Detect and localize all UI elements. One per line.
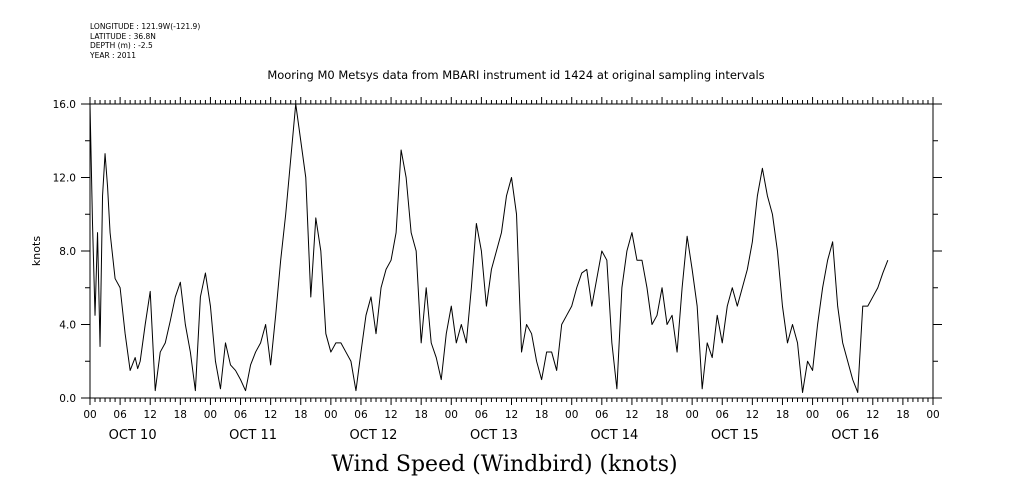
x-tick-label: 12 — [625, 409, 638, 421]
day-label: OCT 14 — [590, 428, 638, 443]
x-tick-label: 18 — [776, 409, 789, 421]
latitude-text: LATITUDE : 36.8N — [90, 31, 156, 41]
x-tick-label: 12 — [746, 409, 759, 421]
x-tick-label: 12 — [505, 409, 518, 421]
y-tick-label: 8.0 — [59, 246, 76, 258]
x-tick-label: 18 — [414, 409, 427, 421]
x-tick-label: 12 — [264, 409, 277, 421]
y-tick-label: 4.0 — [59, 320, 76, 332]
x-tick-label: 00 — [926, 409, 939, 421]
x-tick-label: 18 — [174, 409, 187, 421]
x-tick-label: 00 — [324, 409, 337, 421]
x-tick-label: 12 — [866, 409, 879, 421]
x-tick-label: 18 — [294, 409, 307, 421]
y-tick-label: 0.0 — [59, 393, 76, 405]
tick-marks — [81, 97, 942, 405]
y-axis-label: knots — [30, 236, 43, 266]
series-line-wind-speed — [89, 103, 889, 393]
x-tick-label: 00 — [565, 409, 578, 421]
axis-labels: 00 06 12 18 00 06 12 18 00 06 12 18 00 06 12 18 00 06 12 18… — [53, 99, 940, 443]
x-tick-label: 00 — [445, 409, 458, 421]
x-tick-label: 12 — [144, 409, 157, 421]
x-tick-label: 06 — [475, 409, 489, 421]
footer-title: Wind Speed (Windbird) (knots) — [331, 452, 678, 477]
day-label: OCT 13 — [470, 428, 518, 443]
day-label: OCT 10 — [109, 428, 157, 443]
x-tick-label: 06 — [836, 409, 850, 421]
metadata-block: LONGITUDE : 121.9W(-121.9) LATITUDE : 36… — [90, 22, 200, 60]
x-tick-label: 06 — [113, 409, 127, 421]
x-tick-label: 06 — [354, 409, 368, 421]
y-tick-label: 16.0 — [53, 99, 76, 111]
plot-frame — [89, 103, 934, 399]
x-tick-label: 00 — [685, 409, 698, 421]
x-tick-label: 06 — [595, 409, 609, 421]
year-text: YEAR : 2011 — [90, 50, 137, 60]
x-tick-label: 00 — [806, 409, 819, 421]
x-tick-label: 18 — [655, 409, 668, 421]
x-tick-label: 00 — [204, 409, 217, 421]
y-tick-label: 12.0 — [53, 173, 76, 185]
depth-text: DEPTH (m) : -2.5 — [90, 41, 153, 50]
day-label: OCT 15 — [711, 428, 759, 443]
day-label: OCT 16 — [831, 428, 879, 443]
x-tick-label: 18 — [896, 409, 909, 421]
day-label: OCT 12 — [350, 428, 398, 443]
day-label: OCT 11 — [229, 428, 277, 443]
chart-title: Mooring M0 Metsys data from MBARI instru… — [267, 68, 765, 82]
x-tick-label: 06 — [716, 409, 730, 421]
x-tick-label: 12 — [384, 409, 397, 421]
x-tick-label: 06 — [234, 409, 248, 421]
x-tick-label: 18 — [535, 409, 548, 421]
x-tick-label: 00 — [83, 409, 96, 421]
longitude-text: LONGITUDE : 121.9W(-121.9) — [90, 22, 201, 31]
